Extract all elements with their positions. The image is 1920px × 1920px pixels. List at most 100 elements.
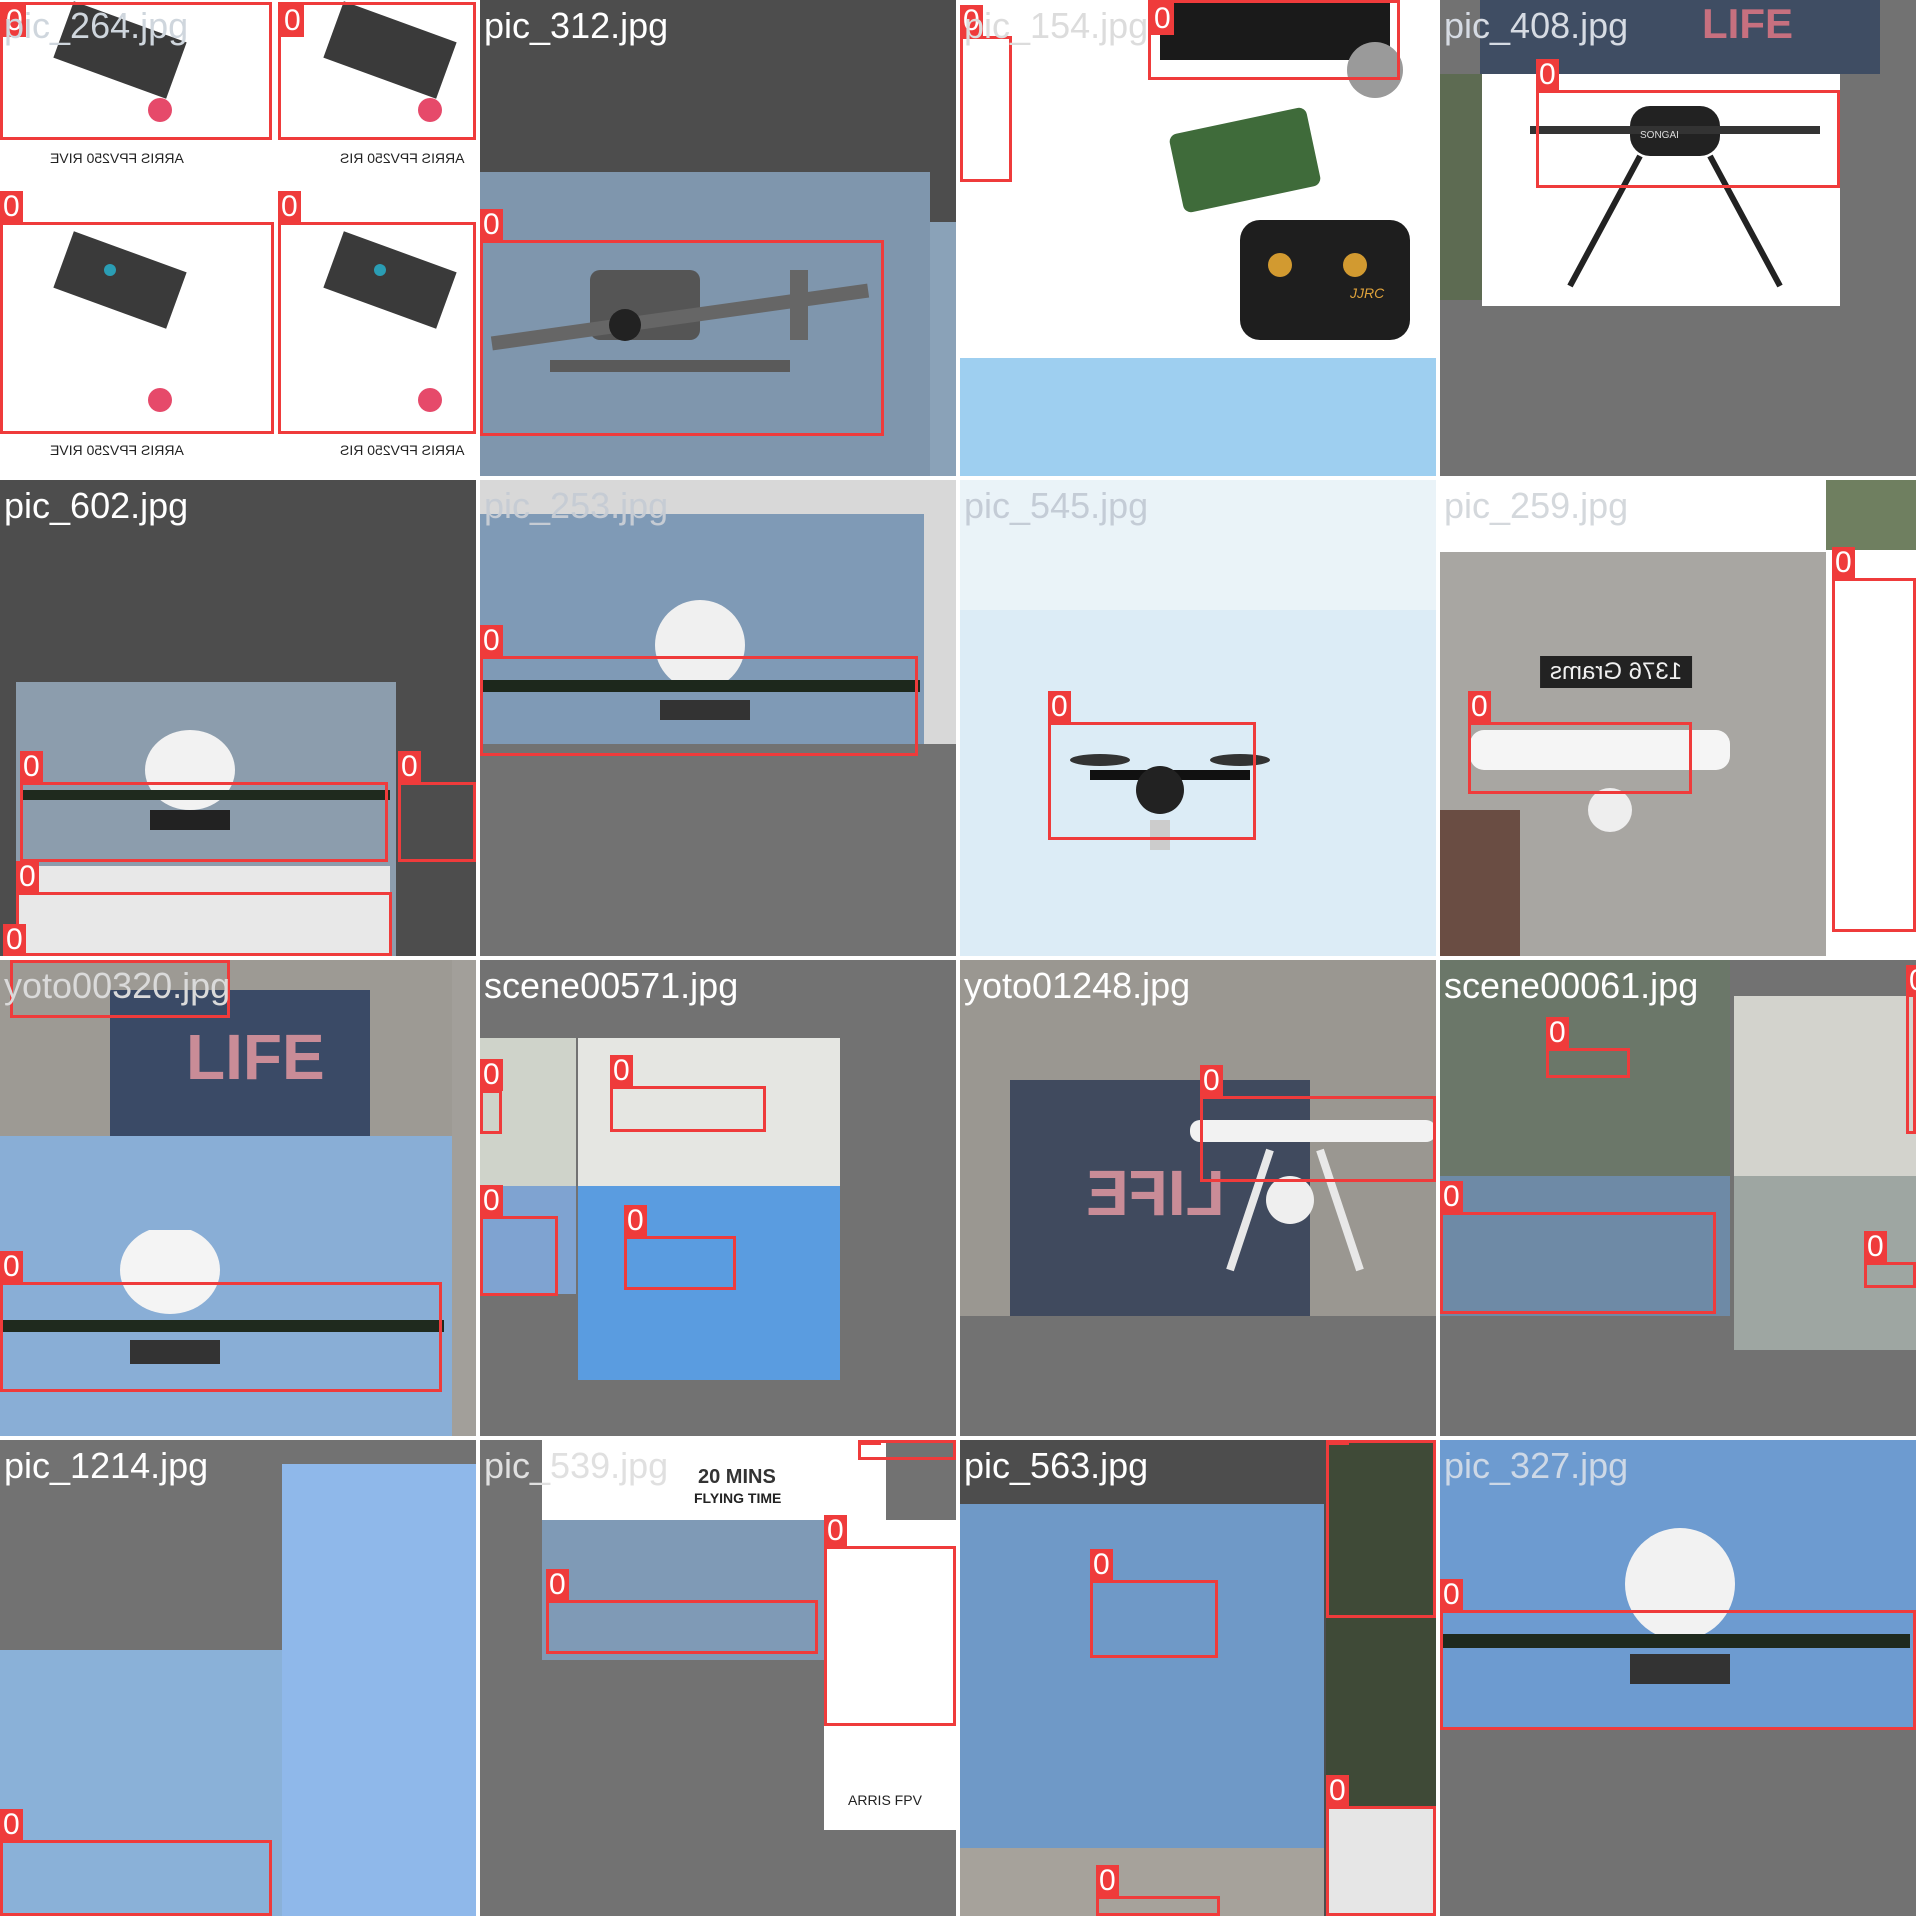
class-label: 0 [1096,1865,1119,1897]
detection-box: 0 [546,1569,818,1654]
detection-box: 0 [16,861,392,956]
product-photo [824,1520,956,1830]
field-photo [1440,960,1730,1176]
detection-box: 0 [1096,1865,1220,1916]
detection-box: 0 [0,1251,442,1392]
class-label: 0 [3,924,26,956]
class-label: 0 [960,5,983,37]
scale-sign: 1376 Grams [1540,656,1693,688]
tile-filename: pic_539.jpg [484,1445,669,1486]
drone-brand: SONGAI [1640,130,1679,141]
detection-box: 0 [0,2,272,140]
sky-photo [960,610,1436,956]
drone-frame-image [53,1,457,412]
white-photo [1326,1806,1436,1916]
detection-box: 0 [1200,1065,1436,1182]
mosaic-tile: ARRIS FPV250 RIVE ARRIS FPV250 RIS ARRIS… [0,0,476,476]
class-label: 0 [1200,1065,1223,1097]
product-caption: ARRIS FPV250 RIVE [50,442,184,458]
sky-photo [480,172,930,476]
sky-photo [930,222,956,476]
product-photo [542,1440,886,1520]
class-label: 0 [1326,1775,1349,1807]
detection-box: 0 [1468,691,1692,794]
wall-photo [1440,74,1482,300]
class-label: 0 [1864,1231,1887,1263]
product-caption: ARRIS FPV [848,1792,922,1808]
product-caption: ARRIS FPV250 RIVE [50,150,184,166]
controller-brand: JJRC [1350,285,1385,301]
dark-photo [1326,1440,1436,1806]
wall-photo [960,1848,1324,1916]
class-label: 0 [1468,691,1491,723]
detection-box: 0 [1864,1231,1916,1288]
detection-box: 0 [1536,59,1840,188]
class-label: 0 [546,1569,569,1601]
sky-photo [960,1504,1324,1848]
detection-box: 0 [1326,1440,1436,1618]
class-label: 0 [3,5,26,37]
detection-box: 0 [20,751,388,862]
drone-image [1530,106,1820,288]
detection-box: 0 [480,209,884,436]
class-label: 0 [610,1055,633,1087]
drone-image [490,270,870,372]
class-label: 0 [278,191,301,223]
tile-filename: pic_312.jpg [484,5,669,46]
class-label: 0 [10,960,33,961]
class-label: 0 [1906,965,1916,997]
detection-box: 0 [480,1059,503,1134]
detection-box: 0 [1546,1017,1630,1078]
detection-box: 0 [858,1440,956,1460]
tile-filename: yoto00320.jpg [4,965,231,1006]
mosaic-tile: LIFE yoto01248.jpg 0 [960,960,1436,1436]
tile-filename: pic_563.jpg [964,1445,1149,1486]
detection-box: 0 [960,5,1012,182]
class-label: 0 [0,1809,23,1841]
class-label: 0 [480,209,503,241]
class-label: 0 [858,1440,881,1445]
detection-box: 0 [1148,0,1400,80]
tile-filename: scene00571.jpg [484,965,739,1006]
class-label: 0 [1326,1440,1349,1445]
tile-filename: yoto01248.jpg [964,965,1191,1006]
class-label: 0 [398,751,421,783]
person-arm [1440,810,1520,956]
shirt-text: LIFE [1702,0,1793,47]
mosaic-tile: JJRC pic_154.jpg 0 0 [960,0,1436,476]
product-caption: ARRIS FPV250 RIS [340,442,465,458]
mosaic-tile: scene00061.jpg 0 0 0 0 [1440,960,1916,1436]
detection-box: 0 [610,1055,766,1132]
drone-image [1190,1120,1436,1272]
class-label: 0 [1536,59,1559,91]
mosaic-tile: pic_563.jpg 0 0 0 0 [960,1440,1436,1916]
mosaic-tile: pic_1214.jpg 0 [0,1440,476,1916]
flying-time-caption: FLYING TIME [694,1490,782,1506]
mosaic-tile: LIFE SONGAI pic_408.jpg 0 [1440,0,1916,476]
mosaic-tile: pic_545.jpg 0 [960,480,1436,956]
shirt-text: LIFE [186,1021,325,1093]
class-label: 0 [0,191,23,223]
class-label: 0 [20,751,43,783]
tile-filename: pic_602.jpg [4,485,189,526]
detection-box: 0 [10,960,230,1018]
detection-box: 0 [624,1205,736,1290]
detection-box: 0 [824,1515,956,1726]
tile-filename: scene00061.jpg [1444,965,1699,1006]
detection-box: 0 [1832,547,1916,932]
detection-box: 0 [1440,1579,1916,1730]
sky-photo [542,1520,824,1660]
product-caption: ARRIS FPV250 RIS [340,150,465,166]
detection-box: 0 [480,625,918,756]
tile-filename: pic_264.jpg [4,5,189,46]
class-label: 0 [1151,3,1174,35]
tile-filename: pic_259.jpg [1444,485,1629,526]
detection-box: 0 [278,2,476,140]
tile-filename: pic_545.jpg [964,485,1149,526]
tile-filename: pic_1214.jpg [4,1445,209,1486]
mosaic-tile: pic_253.jpg 0 [480,480,956,956]
grass-photo [1826,480,1916,550]
detection-box: 0 [1326,1775,1436,1916]
mosaic-tile: scene00571.jpg 0 0 0 0 [480,960,956,1436]
detection-box: 0 [278,191,476,434]
